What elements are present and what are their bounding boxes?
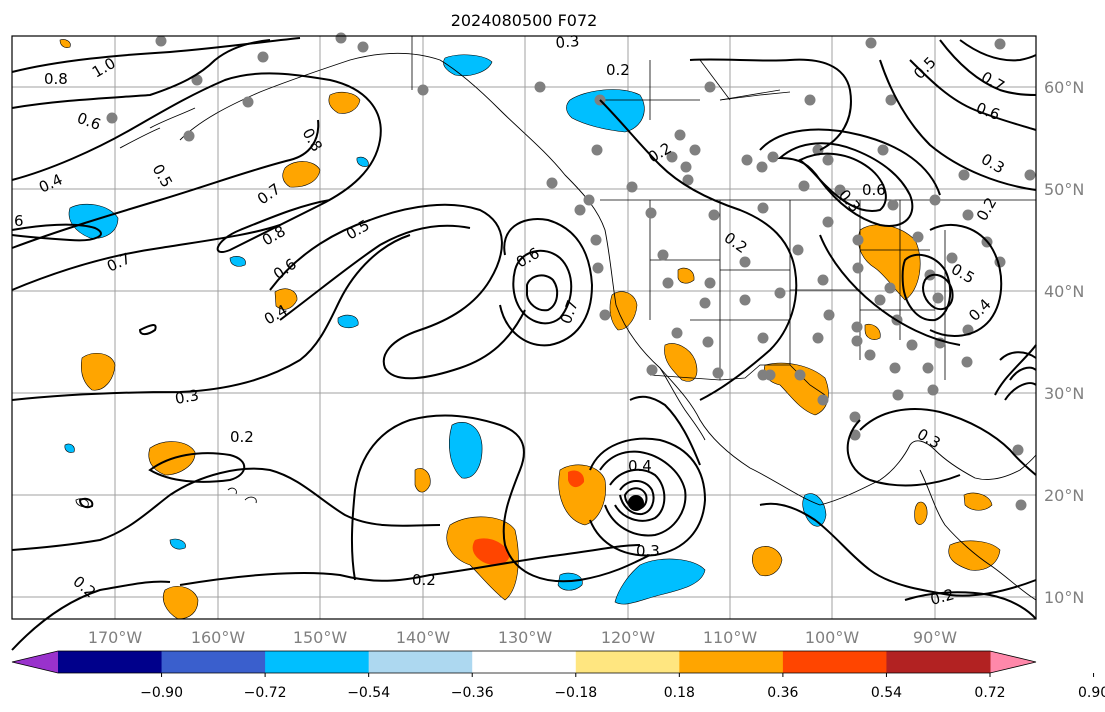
contour-label: 0.2 <box>606 61 630 79</box>
colorbar-swatch <box>782 651 887 673</box>
latitude-tick-labels: 60°N 50°N 40°N 30°N 20°N 10°N <box>1044 78 1084 607</box>
contour-label: 0.2 <box>230 428 254 446</box>
cyclone-center <box>628 495 644 511</box>
colorbar-tick-label: −0.36 <box>451 685 494 701</box>
coastlines <box>75 52 1037 601</box>
lat-tick-label: 10°N <box>1044 588 1084 607</box>
colorbar-swatch <box>886 651 991 673</box>
colorbar-swatch <box>161 651 266 673</box>
colorbar-tick-label: 0.90 <box>1078 685 1105 701</box>
contour-label: 0.2 <box>928 585 956 609</box>
colorbar-swatch <box>575 651 680 673</box>
contour-label: 0.2 <box>412 571 436 589</box>
colorbar-swatch <box>679 651 784 673</box>
contour-label: 0.3 <box>174 386 201 408</box>
contour-label: 0.4 <box>628 457 652 475</box>
colorbar-tick-label: 0.72 <box>974 685 1005 701</box>
graticule <box>12 36 1036 619</box>
colorbar-swatch <box>472 651 577 673</box>
lon-tick-label: 90°W <box>913 628 957 647</box>
political-borders <box>411 36 1036 396</box>
contour-lines <box>11 37 1037 651</box>
contour-label: 0.3 <box>555 32 580 52</box>
contour-label: 6 <box>14 212 24 230</box>
contour-label: 0.8 <box>44 70 68 88</box>
colorbar-swatch <box>265 651 370 673</box>
lat-tick-label: 40°N <box>1044 282 1084 301</box>
colorbar-swatch <box>58 651 163 673</box>
positive-shading <box>59 39 1001 620</box>
lat-tick-label: 50°N <box>1044 180 1084 199</box>
lon-tick-label: 150°W <box>293 628 348 647</box>
colorbar-outline <box>11 650 1037 674</box>
lat-tick-label: 20°N <box>1044 486 1084 505</box>
colorbar-extend-low <box>12 651 58 673</box>
lat-tick-label: 30°N <box>1044 384 1084 403</box>
longitude-tick-labels: 170°W 160°W 150°W 140°W 130°W 120°W 110°… <box>88 628 957 647</box>
lon-tick-label: 160°W <box>191 628 246 647</box>
colorbar: −0.90 −0.72 −0.54 −0.36 −0.18 0.18 0.36 0.54 0.7… <box>11 650 1105 701</box>
colorbar-tick-label: 0.18 <box>664 685 695 701</box>
map-panel: 0.8 1.0 0.6 0.4 6 0.7 0.5 0.8 0.7 0.8 0.… <box>11 32 1037 651</box>
colorbar-tick-label: 0.36 <box>767 685 798 701</box>
colorbar-tick-label: −0.54 <box>347 685 390 701</box>
lat-tick-label: 60°N <box>1044 78 1084 97</box>
lon-tick-label: 110°W <box>703 628 758 647</box>
contour-label: 0.6 <box>862 181 886 199</box>
map-background <box>12 36 1036 619</box>
colorbar-tick-label: −0.90 <box>140 685 183 701</box>
colorbar-tick-label: 0.54 <box>871 685 902 701</box>
figure-title: 2024080500 F072 <box>451 11 598 30</box>
strong-positive-shading <box>472 470 585 566</box>
colorbar-swatch <box>368 651 473 673</box>
contour-label: 0.3 <box>636 542 660 560</box>
lon-tick-label: 120°W <box>601 628 656 647</box>
lon-tick-label: 140°W <box>396 628 451 647</box>
lon-tick-label: 100°W <box>805 628 860 647</box>
station-markers <box>106 32 1036 511</box>
lon-tick-label: 130°W <box>498 628 553 647</box>
colorbar-tick-label: −0.18 <box>554 685 597 701</box>
colorbar-tick-label: −0.72 <box>244 685 287 701</box>
lon-tick-label: 170°W <box>88 628 143 647</box>
colorbar-extend-high <box>990 651 1036 673</box>
map-frame <box>11 35 1037 620</box>
